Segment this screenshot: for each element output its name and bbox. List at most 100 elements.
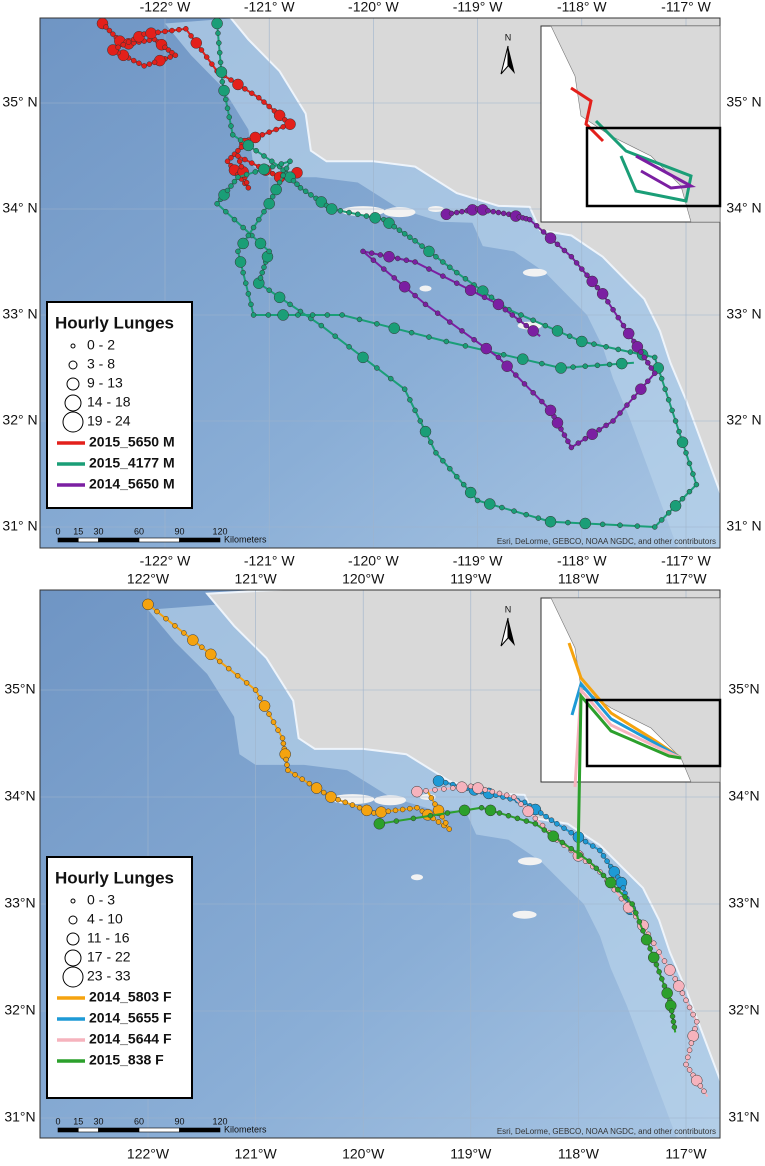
lunge-point [593,865,600,872]
legend-size-label: 17 - 22 [87,949,131,965]
lunge-point [237,137,244,143]
lunge-point [245,185,252,191]
longitude-label: 119°W [450,1146,492,1162]
scale-segment [77,537,99,543]
lunge-point [480,342,493,355]
lunge-point [235,147,241,154]
lunge-point [217,59,224,66]
lunge-point [187,634,199,646]
lunge-point [615,346,622,353]
lunge-point [686,1047,693,1053]
scale-segment [57,537,79,543]
lunge-point [242,139,255,152]
lunge-point [582,838,589,845]
lunge-point [273,109,286,122]
scale-segment [179,1127,221,1133]
lunge-point [339,312,345,318]
lunge-point [541,827,548,833]
lunge-point [447,264,453,271]
legend-size-symbol [70,343,76,349]
lunge-point [249,131,262,144]
lunge-point [318,322,325,329]
lunge-point [234,672,241,679]
lunge-point [169,27,175,34]
legend-size-symbol [64,394,82,412]
longitude-label: 118°W [558,571,600,587]
lunge-point [606,361,613,368]
legend-size-label: 9 - 13 [87,375,123,391]
lunge-point [242,156,248,163]
lunge-point [505,812,512,819]
lunge-point [589,843,596,849]
lunge-point [216,49,223,56]
lunge-point [495,209,502,216]
lunge-point [676,436,689,448]
lunge-point [427,439,434,445]
lunge-point [568,444,575,451]
lunge-point [428,795,435,801]
lunge-point [253,147,259,154]
lunge-point [659,976,665,982]
lunge-point [190,37,203,49]
lunge-point [399,806,406,813]
lunge-point [385,808,392,815]
lunge-point [370,257,377,263]
lunge-point [460,481,467,488]
lunge-point [234,256,247,268]
lunge-point [163,615,169,622]
legend-size-label: 19 - 24 [87,413,131,429]
lunge-point [444,810,451,816]
lunge-point [283,756,289,763]
legend-size-label: 0 - 2 [87,337,115,353]
north-arrow [508,46,515,74]
lunge-point [490,208,496,215]
lunge-point [257,275,264,281]
lunge-point [388,322,400,334]
lunge-point [456,781,468,793]
lunge-point [516,317,523,324]
longitude-label: -121° W [244,0,296,15]
lunge-point [596,427,602,433]
lunge-point [211,18,223,30]
lunge-point [489,788,496,795]
lunge-point [398,280,411,293]
lunge-point [440,259,446,265]
lunge-point [162,28,168,35]
lunge-point [496,790,503,797]
lunge-point [250,312,257,318]
lunge-point [548,817,555,823]
lunge-point [617,522,623,528]
lunge-point [450,785,456,791]
lunge-point [591,341,597,347]
lunge-point [693,481,700,488]
lunge-point [701,1088,707,1094]
lunge-point [656,949,662,955]
legend: Hourly Lunges 0 - 2 3 - 8 9 - 13 14 - 18 19 -… [46,301,193,509]
lunge-point [412,407,418,414]
lunge-point [261,208,267,215]
lunge-point [243,179,250,186]
lunge-point [622,327,635,340]
latitude-label: 34° N [2,200,37,216]
lunge-point [478,804,485,811]
lunge-point [228,183,234,189]
legend-size-symbol [70,898,76,904]
lunge-point [297,185,304,191]
lunge-point [401,386,408,392]
scale-segment [179,537,221,543]
lunge-point [604,858,610,864]
lunge-point [440,458,446,464]
lunge-point [615,886,621,893]
lunge-point [417,418,424,424]
lunge-point [539,360,545,367]
longitude-label: -117° W [661,0,711,15]
longitude-label: -118° W [557,553,607,569]
lunge-point [568,829,574,836]
legend-track-label: 2014_5650 M [89,476,175,492]
inset-track [576,692,682,860]
lunge-point [622,894,628,900]
lunge-point [407,805,413,812]
lunge-point [579,266,585,272]
longitude-label: -119° W [453,0,503,15]
lunge-point [176,26,182,33]
